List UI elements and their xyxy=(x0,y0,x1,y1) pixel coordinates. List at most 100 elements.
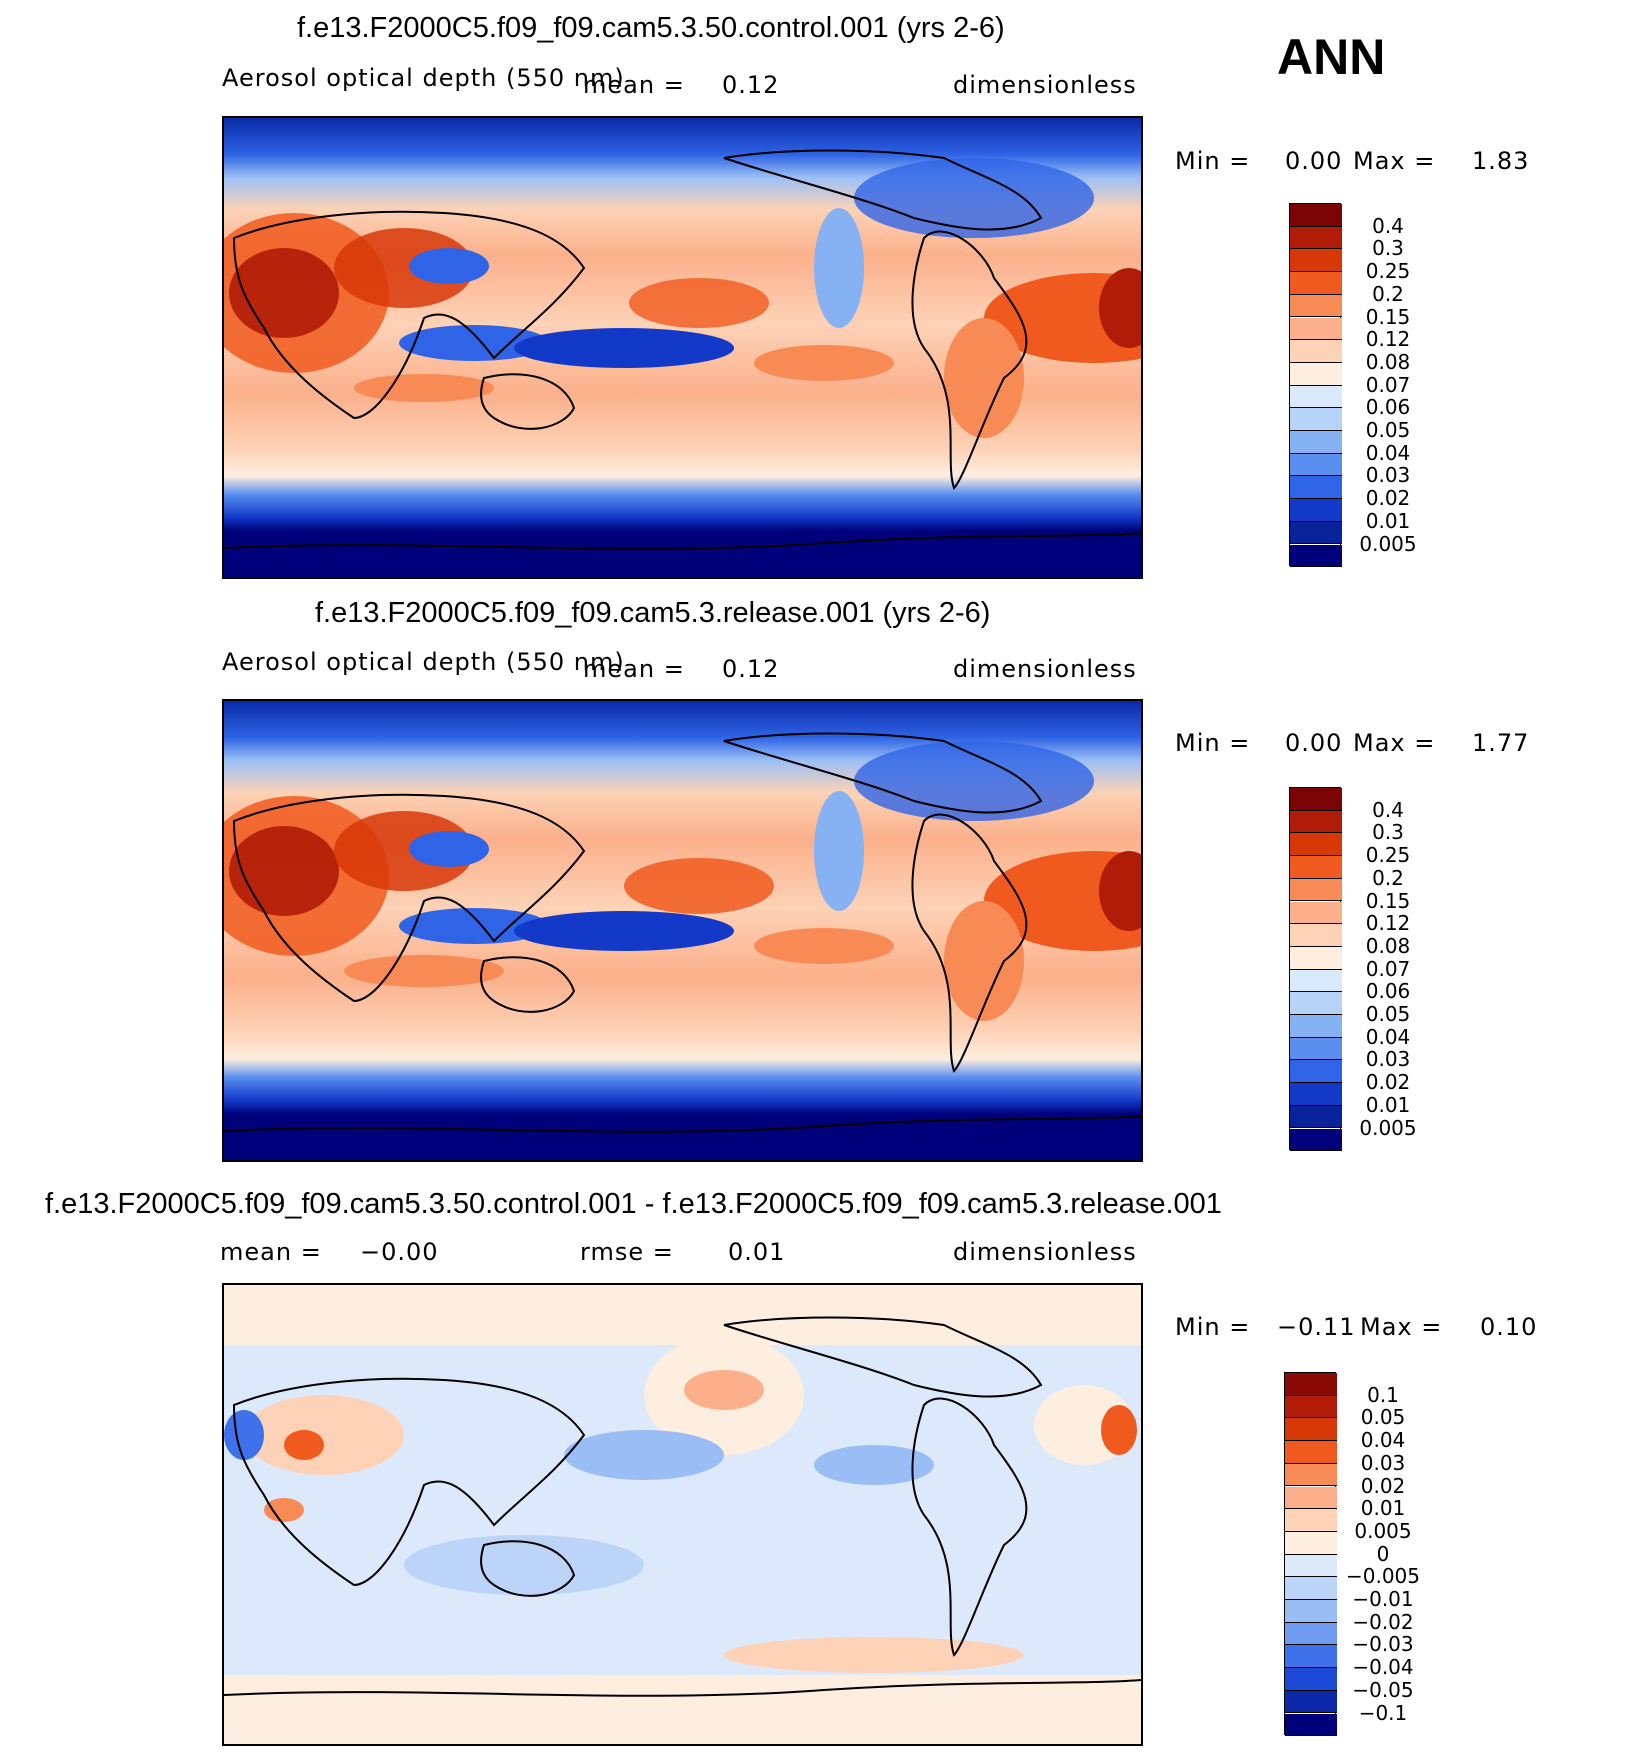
colorbar-segment xyxy=(1290,1105,1342,1129)
panel2-min-value: 0.00 xyxy=(1285,729,1343,757)
colorbar-label: 0.08 xyxy=(1365,349,1411,374)
colorbar-segment xyxy=(1290,317,1342,341)
colorbar-segment xyxy=(1285,1622,1337,1646)
colorbar-segment xyxy=(1290,476,1342,500)
colorbar-label: 0.15 xyxy=(1365,888,1411,913)
colorbar-segment xyxy=(1290,788,1342,811)
colorbar-label: 0.2 xyxy=(1372,281,1404,306)
panel2-map-field xyxy=(224,701,1141,1160)
panel3-max-label: Max = xyxy=(1360,1313,1443,1341)
colorbar-segment xyxy=(1290,1037,1342,1061)
colorbar-segment xyxy=(1290,453,1342,477)
colorbar-segment xyxy=(1290,204,1342,227)
colorbar-segment xyxy=(1290,946,1342,970)
colorbar-segment xyxy=(1290,408,1342,431)
colorbar-label: −0.1 xyxy=(1358,1700,1408,1725)
panel2-map xyxy=(222,699,1143,1162)
panel3-map xyxy=(222,1283,1143,1746)
colorbar-segment xyxy=(1285,1486,1337,1510)
colorbar-label: 0.3 xyxy=(1372,820,1404,845)
colorbar-frame xyxy=(1289,203,1342,568)
colorbar-segment xyxy=(1290,878,1342,902)
colorbar-segment xyxy=(1290,294,1342,318)
colorbar-segment xyxy=(1285,1463,1337,1487)
colorbar-label: −0.03 xyxy=(1352,1632,1414,1657)
colorbar-segment xyxy=(1290,340,1342,363)
colorbar-label: 0.03 xyxy=(1365,1047,1411,1072)
colorbar-segment xyxy=(1290,385,1342,409)
panel3-min-label: Min = xyxy=(1175,1313,1251,1341)
colorbar-label: 0.15 xyxy=(1365,304,1411,329)
panel2-min-label: Min = xyxy=(1175,729,1251,757)
colorbar-segment xyxy=(1285,1668,1337,1691)
colorbar-label: 0.04 xyxy=(1365,440,1411,465)
colorbar-segment xyxy=(1290,1083,1342,1106)
panel2-title: f.e13.F2000C5.f09_f09.cam5.3.release.001… xyxy=(315,597,991,629)
colorbar-segment xyxy=(1285,1441,1337,1464)
colorbar-segment xyxy=(1290,969,1342,993)
colorbar-segment xyxy=(1285,1509,1337,1532)
colorbar-label: 0.01 xyxy=(1365,1092,1411,1117)
colorbar-label: −0.02 xyxy=(1352,1609,1414,1634)
panel2-units: dimensionless xyxy=(953,655,1137,683)
colorbar-segment xyxy=(1290,499,1342,522)
colorbar-segment xyxy=(1290,431,1342,454)
colorbar-segment xyxy=(1290,1060,1342,1084)
colorbar-segment xyxy=(1290,249,1342,273)
colorbar-segment xyxy=(1285,1645,1337,1669)
colorbar-label: 0.05 xyxy=(1365,418,1411,442)
colorbar-label: 0.4 xyxy=(1372,213,1404,238)
panel3-units: dimensionless xyxy=(953,1238,1137,1266)
colorbar-label: −0.05 xyxy=(1352,1677,1414,1702)
colorbar-segment xyxy=(1290,992,1342,1015)
panel1-mean-value: 0.12 xyxy=(722,71,780,99)
panel3-min-value: −0.11 xyxy=(1277,1313,1356,1341)
panel3-mean-label: mean = xyxy=(220,1238,322,1266)
colorbar-segment xyxy=(1285,1395,1337,1419)
colorbar-label: 0.25 xyxy=(1365,259,1411,284)
colorbar-label: 0.01 xyxy=(1365,508,1411,533)
panel3-rmse-value: 0.01 xyxy=(728,1238,786,1266)
colorbar-label: 0.02 xyxy=(1365,486,1411,511)
panel1-map xyxy=(222,116,1143,579)
colorbar-segment xyxy=(1285,1600,1337,1623)
colorbar-segment xyxy=(1290,833,1342,857)
colorbar-segment xyxy=(1290,521,1342,545)
panel1-max-value: 1.83 xyxy=(1472,147,1530,175)
panel1-title: f.e13.F2000C5.f09_f09.cam5.3.50.control.… xyxy=(297,12,1005,44)
season-label: ANN xyxy=(1277,29,1386,85)
colorbar-segment xyxy=(1285,1577,1337,1600)
colorbar-label: 0.2 xyxy=(1372,865,1404,890)
panel3-mean-value: −0.00 xyxy=(360,1238,439,1266)
colorbar-segment xyxy=(1290,362,1342,386)
colorbar-label: 0.12 xyxy=(1365,327,1411,352)
colorbar-label: 0.02 xyxy=(1360,1473,1406,1498)
colorbar-label: −0.005 xyxy=(1345,1564,1420,1589)
colorbar-label: 0.04 xyxy=(1365,1024,1411,1049)
panel2-mean-label: mean = xyxy=(583,655,685,683)
colorbar-label: 0.1 xyxy=(1367,1382,1399,1407)
panel2-max-value: 1.77 xyxy=(1472,729,1530,757)
panel1-map-field xyxy=(224,118,1141,577)
colorbar-frame xyxy=(1284,1372,1337,1737)
panel1-min-label: Min = xyxy=(1175,147,1251,175)
colorbar-segment xyxy=(1290,924,1342,947)
colorbar-segment xyxy=(1290,1015,1342,1038)
panel3-map-field xyxy=(224,1285,1141,1744)
colorbar-label: 0.12 xyxy=(1365,911,1411,936)
colorbar-segment xyxy=(1285,1373,1337,1396)
colorbar-label: 0.04 xyxy=(1360,1428,1406,1453)
panel3-title: f.e13.F2000C5.f09_f09.cam5.3.50.control.… xyxy=(45,1188,1222,1220)
colorbar-label: 0.25 xyxy=(1365,843,1411,868)
colorbar-label: 0.06 xyxy=(1365,395,1411,420)
colorbar-segment xyxy=(1285,1690,1337,1714)
panel1-min-value: 0.00 xyxy=(1285,147,1343,175)
colorbar-label: 0.07 xyxy=(1365,372,1411,397)
panel1-mean-label: mean = xyxy=(583,71,685,99)
colorbar-label: 0.02 xyxy=(1365,1070,1411,1095)
panel3-max-value: 0.10 xyxy=(1480,1313,1538,1341)
colorbar-label: 0.4 xyxy=(1372,797,1404,822)
colorbar-segment xyxy=(1285,1554,1337,1578)
colorbar-label: 0.01 xyxy=(1360,1496,1406,1521)
colorbar-label: −0.04 xyxy=(1352,1655,1414,1680)
